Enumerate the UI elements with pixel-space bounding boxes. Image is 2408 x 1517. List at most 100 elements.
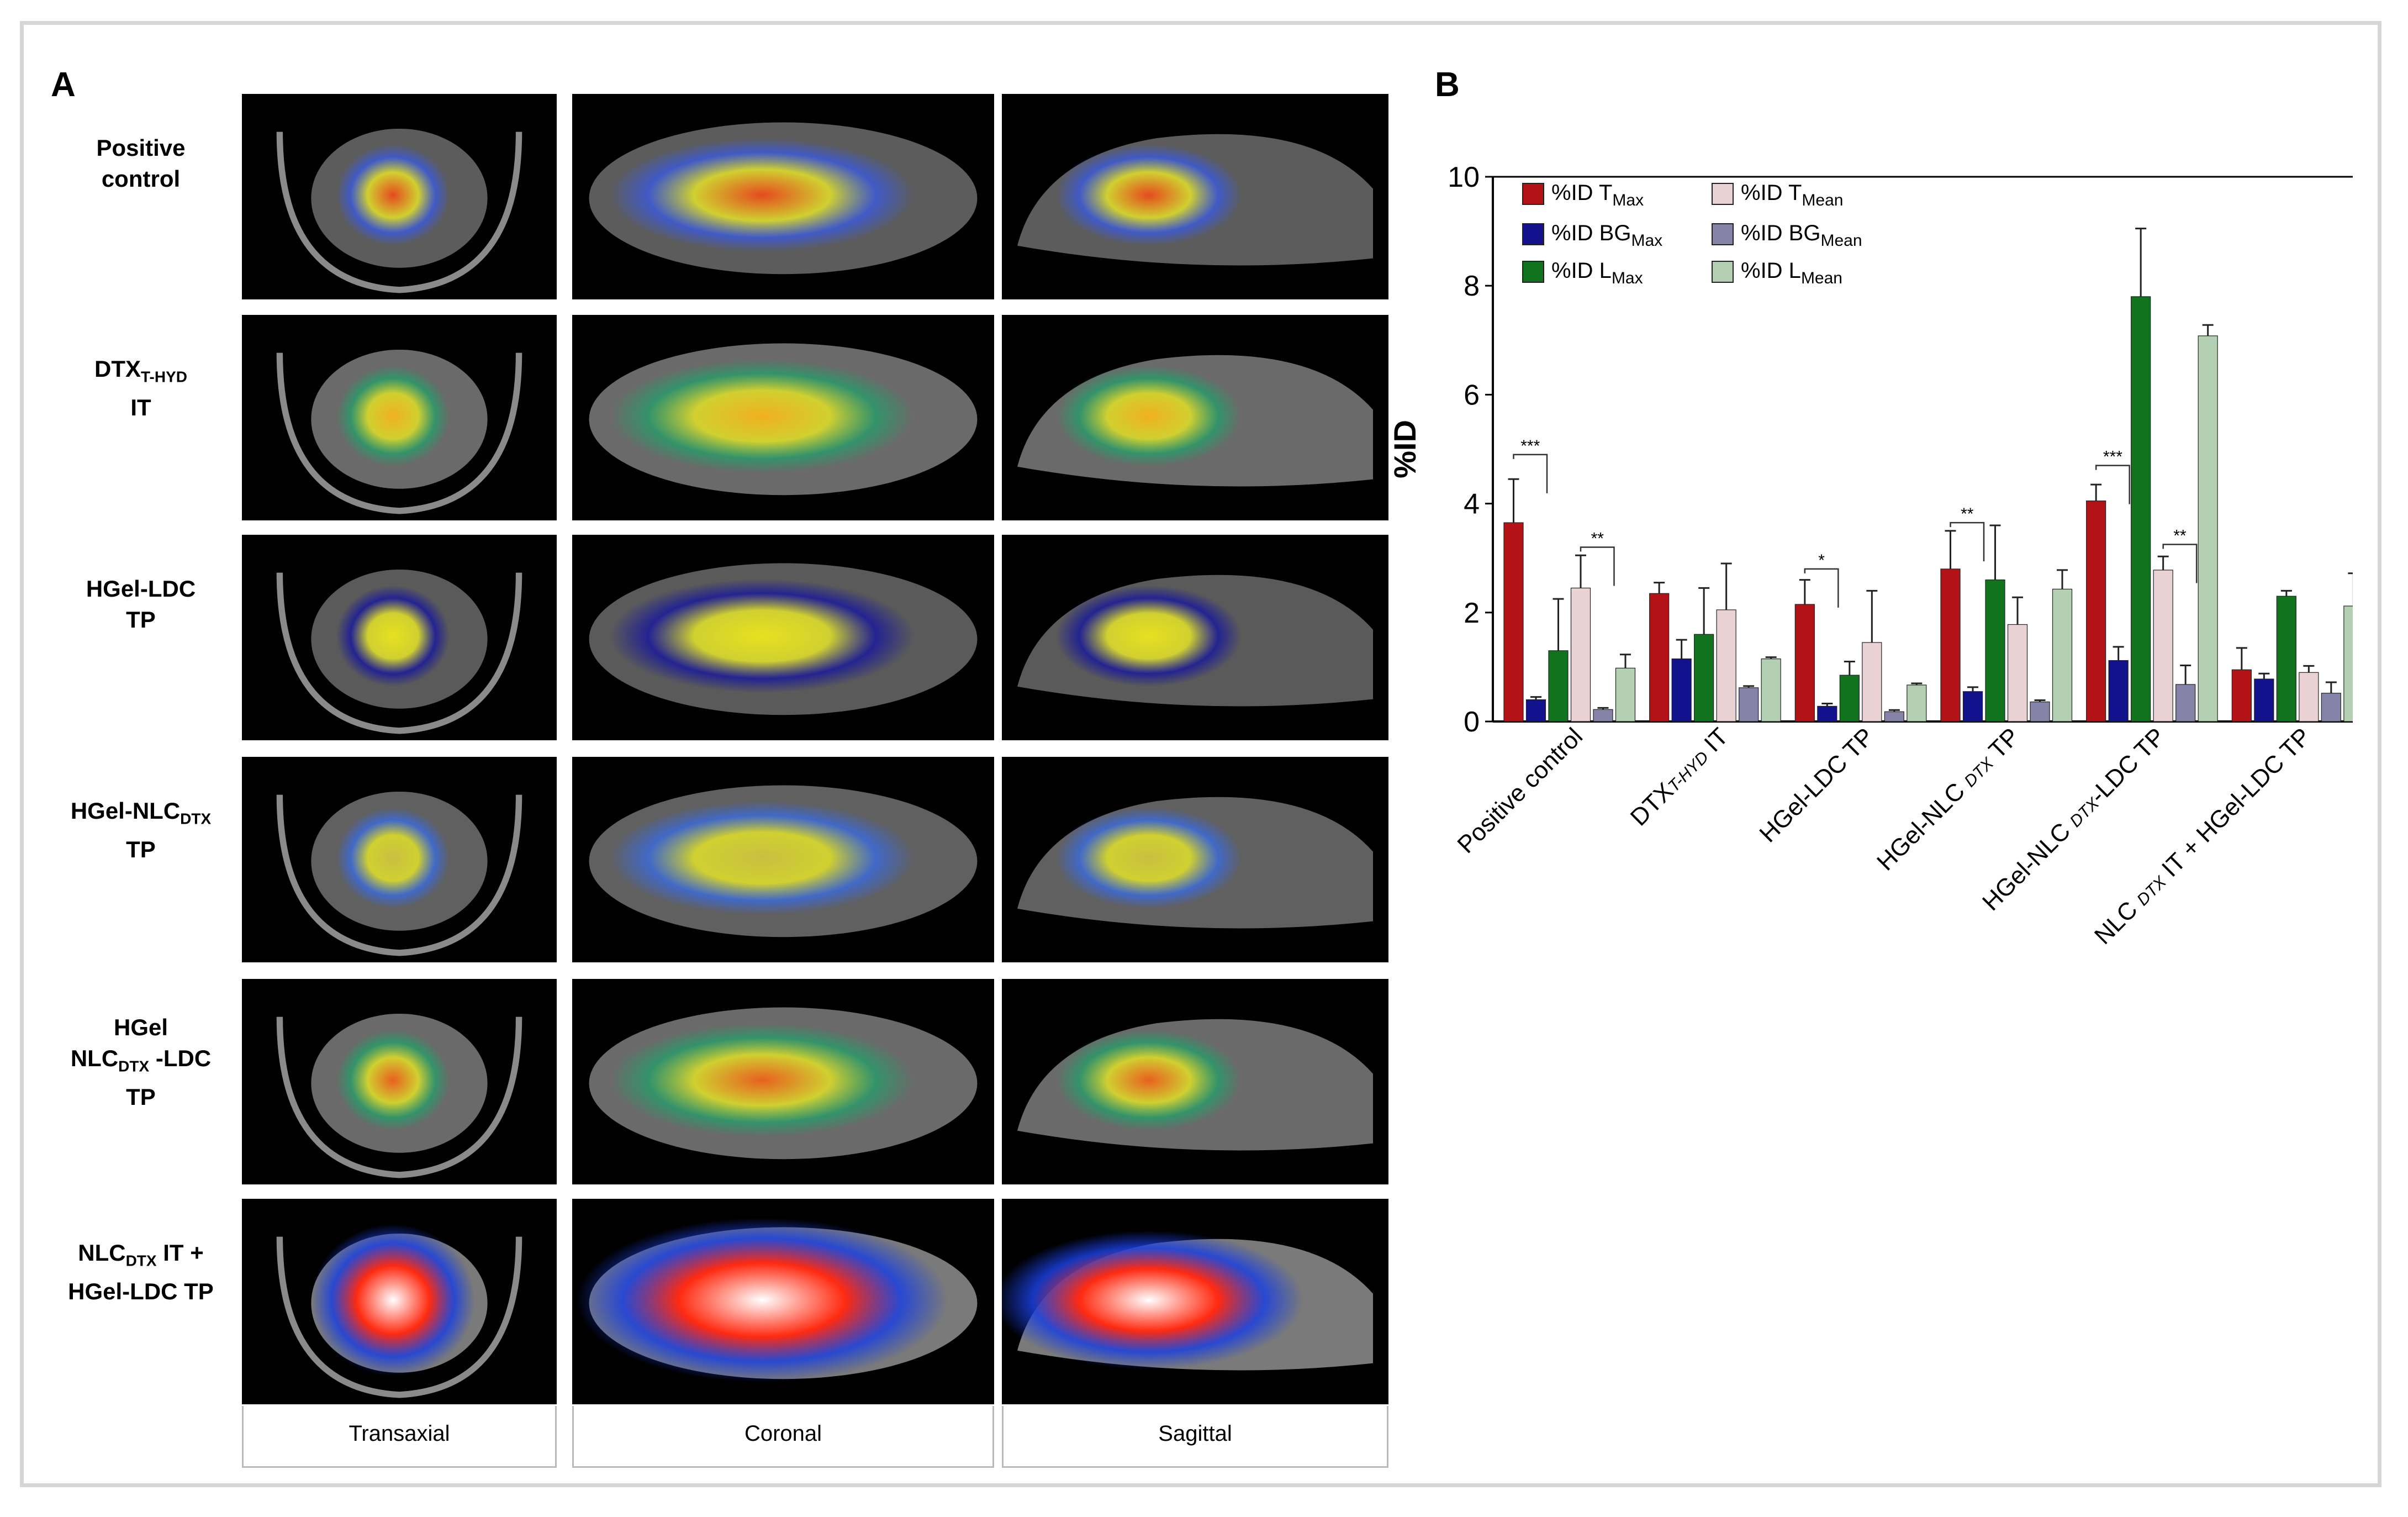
bar (2108, 660, 2129, 722)
legend-label-name: %ID T (1741, 181, 1802, 205)
legend-label-sub: Max (1612, 191, 1644, 209)
bar (1794, 604, 1815, 722)
scan-image (242, 757, 557, 962)
panel-a-label: A (51, 66, 76, 104)
bar (2299, 672, 2319, 722)
bar (1817, 705, 1837, 722)
row-label: Positive control (50, 133, 232, 194)
bar (1716, 609, 1736, 722)
significance-bracket (1804, 568, 1839, 608)
legend-label-sub: Mean (1802, 191, 1843, 209)
x-tick-label: HGel-NLC DTX TP (1872, 723, 2025, 876)
bar (2086, 501, 2106, 722)
x-tick-label-part: T-HYD (1665, 748, 1712, 796)
significance-label: ** (2173, 527, 2187, 545)
significance-label: ** (1591, 529, 1604, 547)
y-tick-label: 8 (1464, 270, 1480, 302)
row-label-line: TP (126, 607, 156, 633)
legend-swatch (1712, 261, 1734, 283)
x-tick-label-part: HGel-LDC TP (1754, 723, 1879, 847)
x-tick-label: HGel-LDC TP (1754, 723, 1879, 847)
bar (2198, 335, 2218, 722)
row-label-line: NLCDTX IT + (78, 1240, 204, 1270)
x-tick-label-part: -LDC TP (2085, 723, 2171, 808)
x-tick-label-part: HGel-NLC (1977, 813, 2080, 916)
scan-image (572, 94, 994, 299)
bar (1862, 642, 1882, 722)
bar (1839, 675, 1860, 722)
significance-bracket (2162, 544, 2198, 583)
x-tick-label-part: IT + HGel-LDC TP (2152, 723, 2316, 887)
bar (1962, 691, 1983, 722)
column-label: Coronal (572, 1406, 994, 1468)
scan-image (1002, 979, 1388, 1184)
bar (1694, 634, 1714, 722)
scan-image (572, 979, 994, 1184)
y-tick-label: 6 (1464, 379, 1480, 411)
significance-label: ** (1961, 505, 1974, 523)
legend-swatch (1522, 183, 1544, 205)
row-label-line: HGel (113, 1014, 168, 1040)
bar (2254, 678, 2274, 722)
bar (1593, 709, 1613, 722)
row-label-line: IT (130, 394, 151, 421)
column-label: Sagittal (1002, 1406, 1388, 1468)
legend-swatch (1712, 223, 1734, 245)
significance-bracket (1513, 454, 1548, 493)
bar (1761, 659, 1781, 722)
y-tick-label: 10 (1448, 161, 1480, 193)
legend-label: %ID BGMax (1551, 221, 1662, 250)
scan-image (242, 94, 557, 299)
bar (2276, 596, 2296, 722)
bar (1739, 687, 1759, 722)
legend-label: %ID LMax (1551, 259, 1643, 287)
legend-label-sub: Max (1631, 231, 1662, 250)
x-tick-label: DTXT-HYD IT (1625, 723, 1734, 831)
scan-image (572, 535, 994, 740)
row-label-line: HGel-LDC (86, 576, 196, 602)
significance-bracket (1580, 546, 1615, 586)
figure-frame (20, 21, 2381, 1487)
bar (2321, 693, 2341, 722)
scan-image (1002, 94, 1388, 299)
legend-label: %ID BGMean (1741, 221, 1862, 250)
legend-label: %ID TMean (1741, 181, 1843, 209)
row-label-line: DTXT-HYD (94, 356, 187, 386)
bar (1570, 587, 1591, 722)
bar (1884, 711, 1904, 722)
scan-image (572, 1199, 994, 1404)
legend-swatch (1712, 183, 1734, 205)
y-tick-label: 4 (1464, 488, 1480, 520)
y-axis-title: %ID (1392, 420, 1422, 478)
bar (1525, 699, 1546, 722)
bar (1649, 593, 1670, 722)
legend-label-name: %ID L (1741, 259, 1801, 283)
bar (1985, 580, 2005, 722)
bar (2030, 701, 2050, 722)
y-tick-label: 2 (1464, 597, 1480, 629)
row-label: DTXT-HYD IT (50, 354, 232, 423)
row-label: HGel-LDC TP (50, 573, 232, 635)
bar (2153, 570, 2173, 722)
scan-image (242, 535, 557, 740)
scan-image (1002, 535, 1388, 740)
bar (1615, 667, 1636, 722)
significance-label: * (1818, 551, 1825, 570)
significance-bracket (1950, 522, 1985, 562)
row-label-line: HGel-NLCDTX (70, 798, 212, 828)
x-tick-label-part: HGel-NLC (1872, 773, 1975, 876)
row-label: NLCDTX IT + HGel-LDC TP (50, 1237, 232, 1307)
scan-image (1002, 1199, 1388, 1404)
legend-label-sub: Mean (1801, 269, 1842, 287)
legend-label-sub: Max (1612, 269, 1643, 287)
legend-label-name: %ID T (1551, 181, 1612, 205)
bar (1503, 522, 1524, 722)
row-label: HGel-NLCDTX TP (50, 796, 232, 865)
bar (1907, 684, 1927, 722)
row-label-line: NLCDTX -LDC (70, 1045, 212, 1075)
legend-swatch (1522, 223, 1544, 245)
bar (1940, 568, 1961, 722)
legend-label-name: %ID BG (1551, 221, 1631, 245)
row-label-line: control (101, 166, 181, 192)
